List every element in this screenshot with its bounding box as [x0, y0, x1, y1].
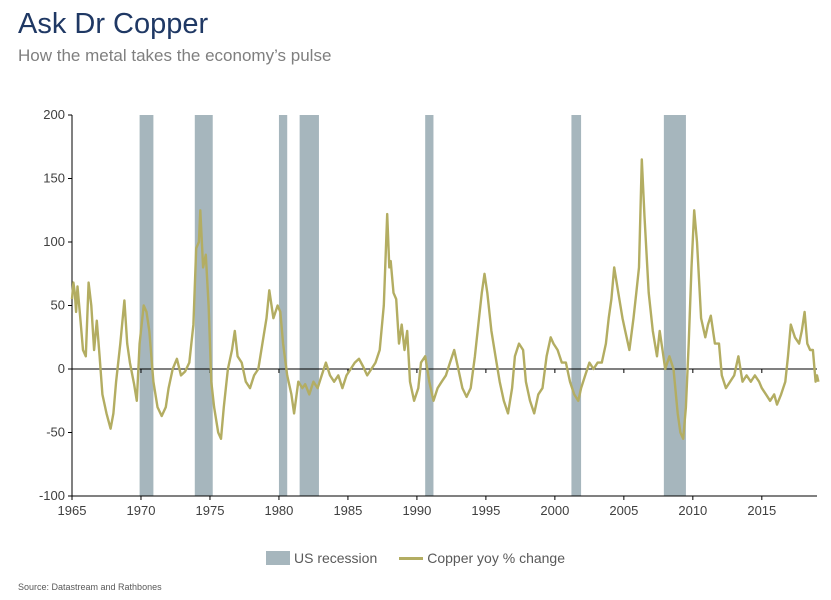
x-tick-label-5: 1990: [402, 503, 431, 518]
legend-label-copper: Copper yoy % change: [427, 550, 566, 566]
y-tick-label-5: -50: [46, 425, 65, 440]
x-tick-label-7: 2000: [540, 503, 569, 518]
x-tick-label-10: 2015: [747, 503, 776, 518]
recession-band-4: [425, 115, 434, 496]
x-tick-label-9: 2010: [678, 503, 707, 518]
legend-item-copper: Copper yoy % change: [399, 550, 565, 566]
legend-label-recession: US recession: [293, 550, 378, 566]
y-tick-label-3: 50: [51, 298, 65, 313]
recession-bands: [139, 115, 686, 496]
legend-swatch-copper: [399, 556, 424, 560]
series-lines: [70, 158, 820, 440]
legend: US recession Copper yoy % change: [0, 550, 831, 566]
recession-band-0: [139, 115, 154, 496]
series-line-copper: [70, 158, 820, 440]
y-tick-label-0: 200: [43, 107, 65, 122]
x-tick-label-2: 1975: [196, 503, 225, 518]
x-tick-label-1: 1970: [127, 503, 156, 518]
chart-title: Ask Dr Copper: [18, 8, 209, 40]
x-tick-label-4: 1985: [333, 503, 362, 518]
x-tick-label-3: 1980: [264, 503, 293, 518]
y-tick-label-2: 100: [43, 234, 65, 249]
recession-band-2: [278, 115, 288, 496]
legend-swatch-recession: [265, 551, 290, 565]
recession-band-1: [194, 115, 213, 496]
chart-subtitle: How the metal takes the economy’s pulse: [18, 46, 332, 65]
recession-band-6: [663, 115, 686, 496]
x-tick-label-6: 1995: [471, 503, 500, 518]
legend-item-recession: US recession: [265, 550, 378, 566]
y-tick-label-4: 0: [58, 361, 65, 376]
x-tick-label-8: 2005: [609, 503, 638, 518]
recession-band-5: [571, 115, 582, 496]
y-tick-label-1: 150: [43, 171, 65, 186]
source-note: Source: Datastream and Rathbones: [18, 582, 162, 592]
x-tick-label-0: 1965: [58, 503, 87, 518]
recession-band-3: [299, 115, 319, 496]
y-tick-label-6: -100: [39, 488, 65, 503]
